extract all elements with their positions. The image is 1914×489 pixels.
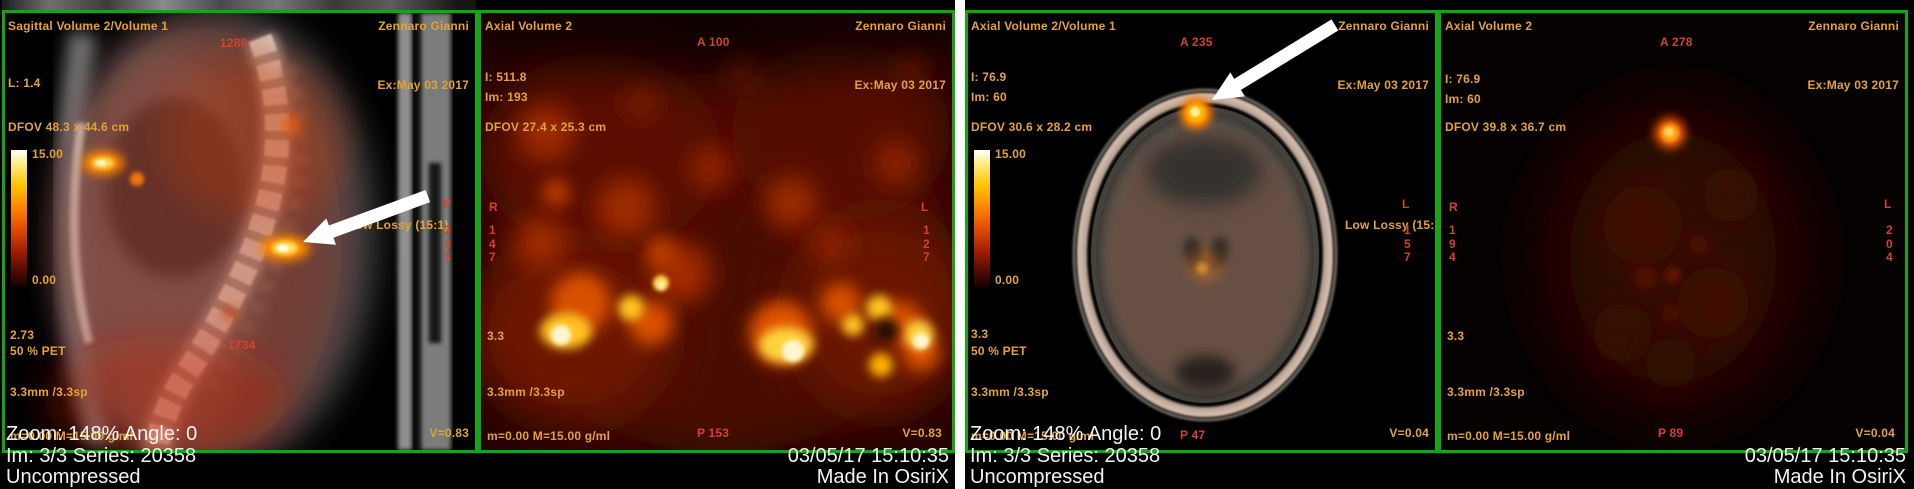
crossref-marker-bottom: 1734	[228, 338, 256, 352]
dose-scale-label: m=0.00 M=15.00 g/ml	[487, 429, 611, 443]
orientation-label-right: R	[489, 200, 498, 214]
orientation-label-left: L	[1884, 197, 1892, 211]
colorbar-min-label: 0.00	[32, 273, 57, 287]
orientation-label-posterior: P	[443, 197, 452, 211]
cropped-viewport-above	[2, 0, 476, 10]
crossref-marker-top: A 235	[1180, 35, 1213, 49]
series-title: Axial Volume 2/Volume 1	[971, 19, 1116, 33]
crossref-marker-top: A 100	[697, 35, 730, 49]
colorbar-max-label: 15.00	[32, 147, 64, 161]
exam-date: Ex:May 03 2017	[1337, 78, 1429, 92]
slice-location-label: I: 76.9	[1445, 72, 1481, 86]
voxel-value-label: V=0.04	[1389, 426, 1429, 440]
axial-pet-image	[481, 13, 952, 450]
voxel-value-label: V=0.04	[1855, 426, 1895, 440]
exam-date: Ex:May 03 2017	[854, 78, 946, 92]
dose-scale-label: m=0.00 M=15.00 g/ml	[10, 429, 134, 443]
viewer-split-divider[interactable]	[955, 0, 965, 489]
reference-digits-right: 2 0 4	[1886, 223, 1893, 264]
orientation-label-right: R	[1449, 200, 1458, 214]
slice-location-label: I: 76.9	[971, 70, 1007, 84]
reference-digits-right: 3 4 3	[444, 223, 451, 264]
image-number-label: Im: 193	[485, 90, 528, 104]
crossref-marker-bottom: P 47	[1180, 428, 1206, 442]
small-value-label: 3.3	[487, 329, 505, 343]
axial-pet-head-image	[1441, 13, 1905, 450]
slice-thickness-label: 3.3mm /3.3sp	[971, 385, 1049, 399]
series-title: Axial Volume 2	[485, 19, 573, 33]
slice-thickness-label: 3.3mm /3.3sp	[10, 385, 88, 399]
dfov-label: DFOV 39.8 x 36.7 cm	[1445, 120, 1567, 134]
compression-status: Uncompressed	[6, 466, 141, 488]
image-number-label: Im: 60	[971, 90, 1007, 104]
dose-scale-label: m=0.00 M=15.00 g/ml	[1447, 429, 1571, 443]
dose-scale-label: m=0.00 M=15.00 g/ml	[971, 429, 1095, 443]
orientation-label-left: L	[921, 200, 929, 214]
pet-colorbar[interactable]	[11, 150, 27, 287]
reference-digits-right: 1 2 7	[923, 223, 930, 264]
viewport-axial-pet-body[interactable]: Axial Volume 2 A 100 Zennaro Gianni I: 5…	[478, 10, 955, 453]
patient-name: Zennaro Gianni	[1808, 19, 1899, 33]
viewport-axial-pet-head[interactable]: Axial Volume 2 A 278 Zennaro Gianni I: 7…	[1438, 10, 1908, 453]
crossref-marker-bottom: P 153	[697, 426, 730, 440]
madein-status: Made In OsiriX	[1773, 466, 1906, 488]
dfov-label: DFOV 48.3 x 44.6 cm	[8, 120, 130, 134]
crossref-marker-top: A 278	[1660, 35, 1693, 49]
colorbar-max-label: 15.00	[995, 147, 1027, 161]
fusion-percent-label: 50 % PET	[971, 344, 1027, 358]
axial-head-fusion-image	[1072, 88, 1338, 422]
reference-digits-left: 1 4 7	[489, 223, 496, 264]
image-number-label: Im: 60	[1445, 92, 1481, 106]
slice-location-label: I: 511.8	[485, 70, 527, 84]
colorbar-min-label: 0.00	[995, 273, 1020, 287]
viewport-sagittal-fusion[interactable]: Sagittal Volume 2/Volume 1 Zennaro Giann…	[2, 10, 478, 453]
compression-label: Low Lossy (15:1)	[1345, 218, 1438, 232]
reference-digits-left: 1 9 4	[1449, 223, 1456, 264]
orientation-label-left: L	[1402, 197, 1410, 211]
crossref-marker-top: 1288	[220, 36, 248, 50]
dfov-label: DFOV 27.4 x 25.3 cm	[485, 120, 607, 134]
slice-thickness-label: 3.3mm /3.3sp	[487, 385, 565, 399]
small-value-label: 3.3	[1447, 329, 1465, 343]
dfov-label: DFOV 30.6 x 28.2 cm	[971, 120, 1093, 134]
series-title: Axial Volume 2	[1445, 19, 1533, 33]
patient-name: Zennaro Gianni	[378, 19, 469, 33]
compression-label: Low Lossy (15:1)	[348, 218, 449, 232]
series-title: Sagittal Volume 2/Volume 1	[8, 19, 169, 33]
viewport-axial-fusion-head[interactable]: Axial Volume 2/Volume 1 A 235 Zennaro Gi…	[965, 10, 1438, 453]
madein-status: Made In OsiriX	[816, 466, 949, 488]
compression-status: Uncompressed	[970, 466, 1105, 488]
slice-location-label: L: 1.4	[8, 76, 41, 90]
blend-value-label: 2.73	[10, 328, 35, 342]
voxel-value-label: V=0.83	[429, 426, 469, 440]
pet-colorbar[interactable]	[974, 150, 990, 287]
sagittal-fusion-image	[43, 13, 475, 450]
voxel-value-label: V=0.83	[902, 426, 942, 440]
slice-thickness-label: 3.3mm /3.3sp	[1447, 385, 1525, 399]
fusion-percent-label: 50 % PET	[10, 344, 66, 358]
exam-date: Ex:May 03 2017	[1807, 78, 1899, 92]
crossref-marker-bottom: P 89	[1658, 426, 1684, 440]
patient-name: Zennaro Gianni	[1338, 19, 1429, 33]
exam-date: Ex:May 03 2017	[377, 78, 469, 92]
reference-digits-right: 1 5 7	[1404, 223, 1411, 264]
patient-name: Zennaro Gianni	[855, 19, 946, 33]
small-value-label: 3.3	[971, 327, 989, 341]
